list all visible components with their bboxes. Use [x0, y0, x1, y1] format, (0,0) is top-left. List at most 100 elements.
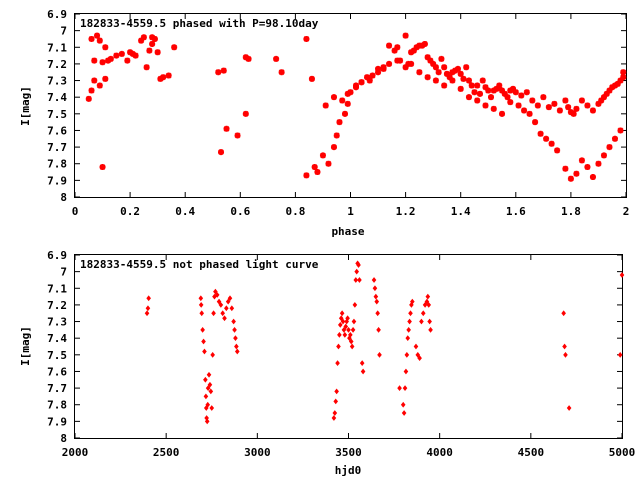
data-point — [215, 69, 222, 76]
data-point — [216, 298, 222, 305]
y-tick-label: 7.7 — [47, 141, 67, 154]
data-point — [369, 72, 376, 79]
data-point — [488, 94, 495, 101]
data-point — [227, 295, 233, 302]
data-point — [562, 343, 567, 350]
data-point — [529, 97, 536, 104]
data-point — [202, 348, 207, 355]
x-tick-label: 1.2 — [396, 205, 416, 218]
data-point — [322, 102, 329, 109]
data-point — [432, 64, 439, 71]
data-point — [614, 80, 621, 87]
data-point — [402, 385, 408, 391]
data-point — [417, 355, 422, 362]
plot-frame — [74, 13, 627, 198]
data-point — [504, 94, 511, 101]
data-point — [397, 385, 402, 391]
x-tick-label: 1 — [347, 205, 354, 218]
data-point — [573, 170, 580, 177]
data-point — [548, 140, 555, 147]
data-point — [394, 44, 401, 51]
y-tick-label: 7 — [60, 266, 67, 279]
data-point — [471, 89, 478, 96]
data-point — [563, 351, 568, 358]
x-tick-label: 2500 — [153, 446, 180, 459]
data-point — [617, 77, 624, 84]
data-point — [611, 135, 618, 142]
data-point — [144, 310, 150, 317]
data-point — [482, 102, 489, 109]
data-point — [424, 74, 431, 81]
data-point — [99, 59, 106, 66]
data-point — [210, 351, 215, 358]
data-point — [99, 164, 106, 171]
data-point — [94, 32, 101, 39]
data-point — [408, 310, 413, 317]
data-point — [427, 57, 434, 64]
data-point — [512, 89, 519, 96]
data-point — [325, 160, 332, 167]
data-point — [199, 310, 205, 317]
data-point — [449, 77, 456, 84]
data-point — [356, 262, 361, 268]
data-point — [201, 338, 206, 345]
data-point — [198, 295, 204, 302]
data-point — [200, 326, 205, 333]
data-points — [144, 260, 625, 425]
data-point — [443, 70, 450, 77]
data-point — [218, 302, 224, 308]
plot-frame — [74, 254, 623, 439]
data-point — [224, 305, 229, 312]
data-point — [358, 79, 365, 86]
data-point — [584, 164, 591, 171]
data-point — [102, 75, 109, 82]
data-point — [218, 149, 225, 156]
data-point — [207, 381, 213, 388]
x-tick-label: 2 — [623, 205, 630, 218]
data-point — [242, 110, 249, 117]
data-point — [589, 174, 596, 181]
data-point — [545, 104, 552, 111]
data-point — [515, 102, 522, 109]
data-point — [534, 102, 541, 109]
data-point — [375, 65, 382, 72]
data-point — [425, 293, 431, 300]
y-tick-label: 7 — [60, 25, 67, 38]
data-point — [341, 326, 347, 333]
data-point — [336, 119, 343, 126]
data-point — [340, 318, 346, 325]
data-point — [496, 82, 503, 89]
data-point — [441, 64, 448, 71]
data-point — [410, 298, 415, 305]
data-point — [96, 82, 103, 89]
data-point — [465, 77, 472, 84]
data-point — [526, 110, 533, 117]
data-point — [208, 388, 214, 395]
data-point — [211, 310, 216, 317]
data-point — [567, 175, 574, 182]
data-point — [223, 125, 230, 132]
data-point — [273, 55, 280, 62]
y-tick-label: 7.6 — [47, 124, 67, 137]
data-point — [143, 64, 150, 71]
data-point — [231, 318, 236, 325]
data-point — [403, 368, 409, 375]
data-point — [551, 100, 558, 107]
data-point — [337, 321, 343, 328]
data-point — [460, 75, 467, 82]
data-point — [336, 343, 341, 350]
y-tick-label: 7.9 — [47, 415, 67, 428]
data-point — [165, 72, 172, 79]
data-point — [595, 160, 602, 167]
data-point — [565, 104, 572, 111]
y-tick-label: 7.3 — [47, 75, 67, 88]
x-axis-ticks: 2000 2500 3000 3500 4000 4500 5000 — [62, 255, 635, 459]
data-point — [479, 77, 486, 84]
data-point — [404, 351, 410, 358]
y-tick-label: 8 — [60, 432, 67, 445]
data-point — [342, 331, 348, 338]
x-tick-label: 0.4 — [175, 205, 195, 218]
data-point — [490, 105, 497, 112]
data-point — [229, 305, 235, 312]
